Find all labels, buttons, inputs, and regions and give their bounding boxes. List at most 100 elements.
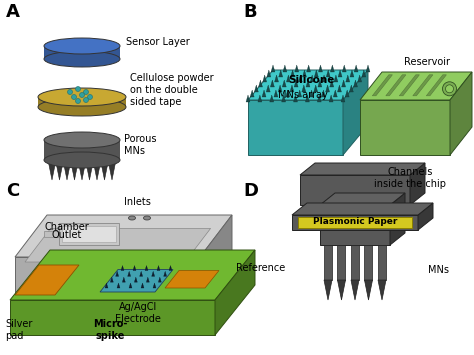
Polygon shape: [317, 95, 321, 102]
Polygon shape: [286, 90, 290, 97]
Polygon shape: [360, 72, 472, 100]
Polygon shape: [334, 75, 338, 82]
Polygon shape: [44, 231, 59, 237]
Text: C: C: [6, 182, 19, 200]
Polygon shape: [321, 90, 326, 97]
Polygon shape: [267, 70, 271, 77]
Polygon shape: [298, 217, 412, 228]
Polygon shape: [350, 70, 354, 77]
Polygon shape: [324, 280, 332, 300]
Polygon shape: [410, 163, 425, 205]
Circle shape: [83, 98, 89, 103]
Polygon shape: [294, 80, 298, 87]
Ellipse shape: [44, 38, 120, 54]
Polygon shape: [292, 203, 433, 215]
Circle shape: [72, 94, 76, 99]
Polygon shape: [100, 160, 109, 180]
Polygon shape: [318, 80, 322, 87]
Polygon shape: [372, 75, 392, 96]
Polygon shape: [293, 95, 298, 102]
Text: MNs: MNs: [428, 265, 449, 275]
Polygon shape: [255, 85, 258, 92]
Polygon shape: [258, 80, 263, 87]
Polygon shape: [283, 65, 287, 72]
Polygon shape: [140, 271, 143, 276]
Polygon shape: [324, 245, 332, 280]
Polygon shape: [450, 72, 472, 155]
Polygon shape: [307, 65, 310, 72]
Circle shape: [446, 85, 454, 93]
Polygon shape: [286, 75, 291, 82]
Ellipse shape: [144, 216, 151, 220]
Circle shape: [83, 89, 89, 94]
Polygon shape: [366, 65, 370, 72]
Polygon shape: [105, 283, 108, 288]
Text: Inlets: Inlets: [124, 197, 150, 207]
Polygon shape: [295, 65, 299, 72]
Polygon shape: [302, 70, 307, 77]
Polygon shape: [399, 75, 419, 96]
Polygon shape: [282, 80, 286, 87]
Polygon shape: [258, 95, 262, 102]
Text: MNs array: MNs array: [278, 90, 328, 100]
Polygon shape: [330, 65, 334, 72]
Polygon shape: [314, 70, 319, 77]
Ellipse shape: [38, 88, 126, 106]
Polygon shape: [44, 140, 120, 160]
Polygon shape: [378, 280, 386, 300]
Polygon shape: [306, 80, 310, 87]
Polygon shape: [274, 90, 278, 97]
Polygon shape: [274, 75, 279, 82]
Circle shape: [75, 98, 81, 104]
Polygon shape: [141, 283, 144, 288]
Polygon shape: [59, 223, 119, 245]
Polygon shape: [71, 160, 79, 180]
Polygon shape: [44, 46, 120, 59]
Polygon shape: [78, 160, 86, 180]
Polygon shape: [121, 266, 124, 271]
Polygon shape: [378, 245, 386, 280]
Ellipse shape: [128, 216, 136, 220]
Polygon shape: [108, 160, 116, 180]
Polygon shape: [338, 70, 342, 77]
Text: Reservoir: Reservoir: [404, 57, 450, 67]
Polygon shape: [426, 75, 447, 96]
Polygon shape: [116, 271, 118, 276]
Polygon shape: [386, 75, 406, 96]
Ellipse shape: [38, 98, 126, 116]
Polygon shape: [10, 250, 255, 300]
Text: Silicone: Silicone: [288, 75, 334, 85]
Polygon shape: [215, 250, 255, 335]
Polygon shape: [290, 85, 294, 92]
Polygon shape: [418, 203, 433, 230]
Polygon shape: [200, 215, 232, 295]
Polygon shape: [145, 266, 148, 271]
Polygon shape: [248, 100, 343, 155]
Polygon shape: [100, 269, 173, 292]
Polygon shape: [341, 95, 345, 102]
Polygon shape: [333, 90, 337, 97]
Polygon shape: [63, 160, 71, 180]
Ellipse shape: [44, 51, 120, 67]
Circle shape: [67, 89, 73, 94]
Polygon shape: [326, 85, 329, 92]
Polygon shape: [413, 75, 433, 96]
Polygon shape: [329, 95, 333, 102]
Circle shape: [88, 94, 92, 99]
Polygon shape: [55, 160, 64, 180]
Ellipse shape: [44, 152, 120, 168]
Polygon shape: [250, 90, 254, 97]
Polygon shape: [322, 75, 326, 82]
Polygon shape: [85, 160, 93, 180]
Polygon shape: [262, 90, 266, 97]
Ellipse shape: [44, 132, 120, 148]
Polygon shape: [128, 271, 131, 276]
Polygon shape: [263, 75, 267, 82]
Polygon shape: [279, 70, 283, 77]
Polygon shape: [165, 271, 219, 288]
Polygon shape: [282, 95, 286, 102]
Polygon shape: [362, 70, 366, 77]
Text: Chamber: Chamber: [45, 222, 90, 232]
Polygon shape: [354, 80, 357, 87]
Polygon shape: [15, 215, 232, 257]
